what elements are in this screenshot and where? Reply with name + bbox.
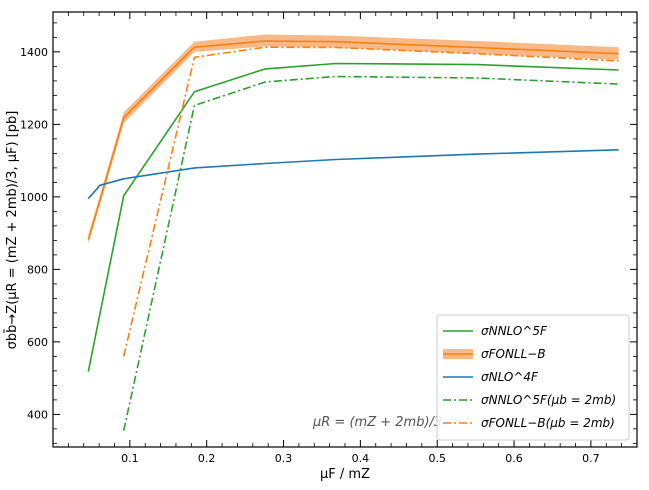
series-line-0 (87, 62, 619, 372)
legend-label-3: σNNLO^5F(μb = 2mb) (481, 393, 616, 407)
y-tick-label: 600 (27, 336, 48, 349)
x-tick-label: 0.7 (582, 452, 600, 465)
legend-label-4: σFONLL−B(μb = 2mb) (481, 416, 615, 430)
legend-label-2: σNLO^4F (481, 370, 539, 384)
plot-frame (52, 11, 638, 448)
series-line-3 (122, 75, 619, 431)
annotation: μR = (mZ + 2mb)/3 (312, 415, 442, 430)
legend-label-1: σFONLL−B (481, 347, 546, 361)
x-tick-label: 0.6 (505, 452, 523, 465)
y-tick-label: 1000 (20, 191, 48, 204)
series-line-4 (122, 46, 619, 357)
series-band-1 (88, 34, 619, 244)
series-line-1 (87, 40, 619, 240)
legend: σNNLO^5F σFONLL−B σNLO^4F σNNLO^5F(μb = 2mb… (436, 314, 630, 441)
x-tick-label: 0.4 (352, 452, 370, 465)
x-tick-label: 0.2 (198, 452, 216, 465)
legend-box (436, 314, 630, 441)
x-tick-label: 0.3 (275, 452, 293, 465)
legend-label-0: σNNLO^5F (481, 324, 548, 338)
y-tick-label: 1400 (20, 46, 48, 59)
y-tick-label: 800 (27, 263, 48, 276)
x-tick-label: 0.5 (428, 452, 446, 465)
y-tick-label: 400 (27, 408, 48, 421)
y-tick-label: 1200 (20, 118, 48, 131)
x-tick-label: 0.1 (121, 452, 139, 465)
x-axis-label: μF / mZ (320, 467, 370, 482)
series-line-2 (87, 149, 619, 200)
y-axis-label: σbb̄→Z(μR = (mZ + 2mb)/3, μF) [pb] (5, 111, 20, 350)
